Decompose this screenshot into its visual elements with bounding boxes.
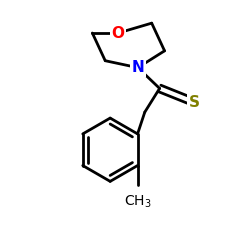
Text: S: S [189, 95, 200, 110]
Text: O: O [112, 26, 124, 40]
Text: CH$_3$: CH$_3$ [124, 193, 152, 210]
Text: N: N [132, 60, 144, 75]
